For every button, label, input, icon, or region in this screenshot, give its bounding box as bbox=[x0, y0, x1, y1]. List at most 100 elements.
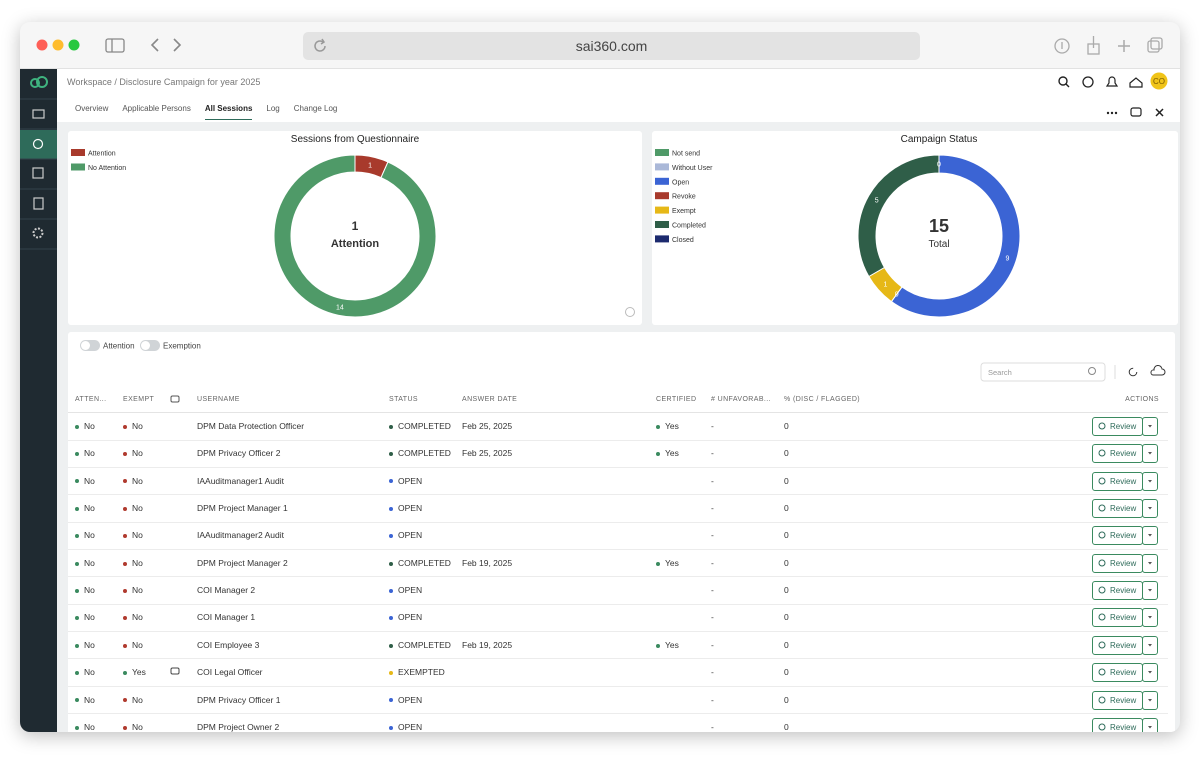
review-dropdown[interactable] bbox=[1142, 581, 1158, 601]
sidebar bbox=[20, 69, 57, 732]
table-cell: No bbox=[75, 722, 95, 732]
download-icon[interactable] bbox=[1054, 38, 1070, 54]
review-dropdown[interactable] bbox=[1142, 690, 1158, 710]
legend-label[interactable]: Without User bbox=[672, 165, 713, 172]
sidebar-icon[interactable] bbox=[105, 38, 125, 53]
review-button[interactable]: Review bbox=[1092, 526, 1143, 546]
tab[interactable]: Log bbox=[266, 104, 280, 113]
review-dropdown[interactable] bbox=[1142, 499, 1158, 519]
address-bar[interactable]: sai360.com bbox=[303, 32, 920, 60]
legend-swatch[interactable] bbox=[71, 149, 85, 156]
review-dropdown[interactable] bbox=[1142, 717, 1158, 732]
close-dot[interactable] bbox=[36, 39, 48, 51]
legend-label[interactable]: Closed bbox=[672, 237, 694, 244]
cell-text: COI Employee 3 bbox=[197, 639, 260, 650]
legend-label[interactable]: Attention bbox=[88, 151, 116, 158]
review-button[interactable]: Review bbox=[1092, 417, 1143, 436]
review-dropdown[interactable] bbox=[1142, 663, 1158, 683]
cell-text: OPEN bbox=[398, 503, 423, 514]
review-icon-lens bbox=[1098, 613, 1106, 621]
donut-segment[interactable] bbox=[273, 154, 437, 318]
cell-text: No bbox=[84, 585, 95, 596]
review-dropdown[interactable] bbox=[1142, 444, 1158, 464]
review-button[interactable]: Review bbox=[1092, 499, 1143, 519]
legend-label[interactable]: No Attention bbox=[88, 165, 126, 172]
active-nav-bg[interactable] bbox=[20, 130, 57, 159]
minimize-dot[interactable] bbox=[52, 39, 64, 51]
legend-swatch[interactable] bbox=[655, 163, 669, 171]
review-button[interactable]: Review bbox=[1092, 553, 1143, 573]
reload-icon[interactable] bbox=[313, 38, 329, 54]
comment-indicator[interactable] bbox=[170, 667, 180, 677]
dropdown-caret bbox=[1148, 643, 1152, 647]
table-cell: Feb 19, 2025 bbox=[462, 558, 512, 568]
review-label: Review bbox=[1110, 422, 1137, 431]
legend-swatch[interactable] bbox=[655, 235, 669, 243]
legend-swatch[interactable] bbox=[655, 206, 669, 214]
cell-text: Feb 25, 2025 bbox=[462, 448, 513, 459]
refresh-icon[interactable] bbox=[1128, 367, 1138, 377]
zoom-dot[interactable] bbox=[68, 39, 80, 51]
search-icon[interactable] bbox=[1058, 76, 1068, 86]
toggle-label[interactable]: Exemption bbox=[163, 342, 201, 351]
review-dropdown[interactable] bbox=[1142, 635, 1158, 655]
review-button[interactable]: Review bbox=[1092, 471, 1143, 491]
review-icon bbox=[1098, 531, 1106, 539]
home-icon[interactable] bbox=[1129, 77, 1143, 88]
legend-label[interactable]: Not send bbox=[672, 151, 700, 158]
review-button[interactable]: Review bbox=[1092, 663, 1143, 683]
review-button[interactable]: Review bbox=[1092, 635, 1143, 655]
review-dropdown[interactable] bbox=[1142, 417, 1158, 436]
tab[interactable]: Applicable Persons bbox=[122, 104, 191, 113]
info-icon[interactable] bbox=[624, 306, 636, 318]
legend-swatch[interactable] bbox=[655, 149, 669, 156]
review-dropdown[interactable] bbox=[1142, 553, 1158, 573]
legend-swatch[interactable] bbox=[655, 177, 669, 185]
report-icon[interactable] bbox=[33, 197, 44, 210]
review-button[interactable]: Review bbox=[1092, 581, 1143, 601]
cloud-icon[interactable] bbox=[1150, 365, 1166, 376]
legend-label[interactable]: Completed bbox=[672, 223, 706, 230]
logo[interactable] bbox=[30, 78, 40, 88]
help-icon[interactable] bbox=[1082, 76, 1094, 88]
tab[interactable]: All Sessions bbox=[204, 104, 253, 120]
review-dropdown[interactable] bbox=[1142, 608, 1158, 628]
legend-swatch[interactable] bbox=[655, 221, 669, 228]
legend-label[interactable]: Exempt bbox=[672, 208, 696, 215]
legend-label[interactable]: Revoke bbox=[672, 194, 696, 201]
review-button[interactable]: Review bbox=[1092, 608, 1143, 628]
breadcrumb[interactable]: Workspace / Disclosure Campaign for year… bbox=[67, 77, 261, 87]
forward-icon[interactable] bbox=[173, 38, 182, 52]
review-button[interactable]: Review bbox=[1092, 444, 1143, 464]
mail-icon[interactable] bbox=[32, 109, 45, 119]
logo-ring bbox=[36, 76, 48, 88]
review-dropdown[interactable] bbox=[1142, 471, 1158, 491]
donut-segment[interactable] bbox=[890, 154, 1021, 318]
comment-icon[interactable] bbox=[1130, 107, 1142, 117]
review-button[interactable]: Review bbox=[1092, 690, 1143, 710]
review-dropdown[interactable] bbox=[1142, 526, 1158, 546]
cell-text: No bbox=[132, 585, 143, 596]
cell-text: Yes bbox=[665, 639, 679, 650]
review-button[interactable]: Review bbox=[1092, 717, 1143, 732]
cell-text: 0 bbox=[784, 503, 789, 514]
tabs-icon[interactable] bbox=[1147, 40, 1160, 53]
table-cell: - bbox=[711, 612, 714, 622]
legend-swatch[interactable] bbox=[655, 192, 669, 200]
legend-label[interactable]: Open bbox=[672, 179, 689, 186]
legend-swatch[interactable] bbox=[71, 163, 85, 171]
building-icon[interactable] bbox=[32, 167, 44, 179]
search-box[interactable] bbox=[980, 362, 1106, 382]
avatar[interactable] bbox=[1150, 72, 1168, 90]
cell-text: No bbox=[132, 721, 143, 732]
donut-segment[interactable] bbox=[857, 154, 940, 278]
back-icon[interactable] bbox=[150, 38, 159, 52]
chart-card: Sessions from Questionnaire Attention No A… bbox=[68, 131, 642, 325]
bell-icon[interactable] bbox=[1105, 76, 1119, 87]
tab[interactable]: Overview bbox=[75, 104, 109, 113]
more-icon-dot bbox=[1110, 111, 1114, 115]
tab[interactable]: Change Log bbox=[293, 104, 338, 113]
toggle-label[interactable]: Attention bbox=[103, 342, 135, 351]
more-icon[interactable] bbox=[1106, 111, 1110, 115]
settings-icon[interactable] bbox=[32, 227, 44, 239]
